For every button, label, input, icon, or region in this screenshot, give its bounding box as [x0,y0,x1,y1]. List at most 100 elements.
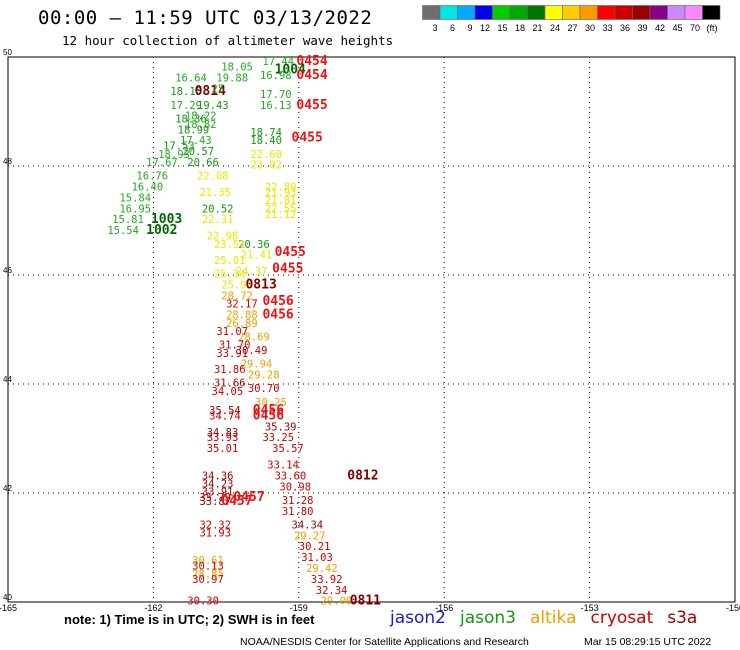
footnote: note: 1) Time is in UTC; 2) SWH is in fe… [64,612,315,627]
pass-time-label: 0454 [296,54,327,69]
pass-time-label: 0456 [253,408,284,423]
color-scale-label: 30 [585,23,595,33]
wave-height-label: 30.97 [192,574,224,586]
wave-height-label: 21.41 [241,250,273,262]
legend-item-cryosat: cryosat [590,608,654,628]
wave-height-label: 19.88 [216,73,248,85]
chart-title: 00:00 – 11:59 UTC 03/13/2022 [38,7,373,29]
wave-height-label: 29.42 [306,563,338,575]
wave-height-label: 20.57 [182,146,214,158]
pass-time-label: 0811 [350,594,381,609]
credit-line: NOAA/NESDIS Center for Satellite Applica… [240,636,529,648]
pass-time-label: 0455 [275,245,306,260]
color-scale-label: 6 [450,23,455,33]
wave-height-label: 30.30 [187,596,219,608]
pass-time-label: 0457 [233,490,264,505]
wave-height-label: 17.44 [262,56,294,68]
wave-height-label: 20.66 [187,157,219,169]
wave-height-label: 22.55 [265,203,297,215]
y-tick-label: 44 [3,375,12,384]
x-tick-label: -150 [726,603,740,613]
wave-height-label: 33.93 [207,432,239,444]
wave-height-label: 35.79 [199,492,231,504]
y-tick-label: 40 [3,593,12,602]
wave-height-label: 15.54 [107,225,139,237]
wave-height-label: 31.28 [282,495,314,507]
pass-time-label: 0813 [245,278,276,293]
wave-height-label: 16.98 [260,70,292,82]
wave-height-label: 28.69 [238,331,270,343]
color-scale-label: 9 [467,23,472,33]
wave-height-label: 16.76 [136,171,168,183]
x-tick-label: -159 [290,603,308,613]
wave-height-label: 31.80 [282,506,314,518]
wave-height-label: 31.07 [216,326,248,338]
wave-height-label: 35.57 [272,443,304,455]
color-scale-label: 33 [602,23,612,33]
wave-height-label: 25 [212,83,225,95]
pass-time-label: 1002 [146,223,177,238]
y-tick-label: 48 [3,157,12,166]
y-tick-label: 50 [3,48,12,57]
x-tick-label: -156 [435,603,453,613]
wave-height-label: 16.13 [260,100,292,112]
color-scale-label: 42 [655,23,665,33]
wave-height-label: 33.60 [275,470,307,482]
pass-time-label: 0814 [195,84,226,99]
wave-height-label: 30.13 [192,560,224,572]
wave-height-label: 18.15 [170,86,202,98]
wave-height-label: 31.03 [301,552,333,564]
wave-height-label: 22.08 [197,171,229,183]
wave-height-label: 18.40 [250,135,282,147]
wave-height-label: 22.89 [265,182,297,194]
wave-height-label: 22.98 [207,231,239,243]
pass-time-label: 0456 [262,308,293,323]
wave-height-label: 22.31 [202,214,234,226]
wave-height-label: 23.02 [250,160,282,172]
wave-height-label: 32.17 [226,299,258,311]
wave-height-label: 24.37 [236,266,268,278]
wave-height-label: 15.84 [119,192,151,204]
wave-height-label: 32.32 [199,519,231,531]
color-scale-label: 18 [515,23,525,33]
wave-height-label: 34.23 [202,479,234,491]
wave-height-label: 22.60 [250,149,282,161]
wave-height-label: 33.14 [267,459,299,471]
color-swatch [702,5,721,20]
pass-time-label: 0812 [347,468,378,483]
wave-height-label: 28.85 [192,568,224,580]
wave-height-label: 31.93 [199,528,231,540]
wave-height-label: 25.01 [214,255,246,267]
wave-height-label: 34.83 [207,427,239,439]
wave-height-label: 32.34 [316,585,348,597]
pass-time-label: 0454 [296,68,327,83]
x-tick-label: -165 [0,603,17,613]
wave-height-label: 33.91 [216,348,248,360]
wave-height-label: 30.61 [192,555,224,567]
wave-height-label: 17.53 [163,141,195,153]
plot-frame [7,56,736,603]
wave-height-label: 31.66 [214,378,246,390]
color-scale-label: 3 [432,23,437,33]
wave-height-label: 16.95 [119,203,151,215]
wave-height-label: 18.05 [221,62,253,74]
wave-height-label: 18.82 [185,119,217,131]
wave-height-label: 16.64 [175,73,207,85]
wave-height-label: 31.70 [219,340,251,352]
x-tick-label: -162 [144,603,162,613]
y-tick-label: 46 [3,266,12,275]
generated-timestamp: Mar 15 08:29:15 UTC 2022 [584,636,712,648]
wave-height-label: 18.22 [185,111,217,123]
wave-height-label: 33.91 [202,487,234,499]
color-scale-label: 70 [690,23,700,33]
wave-height-label: 35.39 [265,421,297,433]
satellite-legend: jason2 jason3 altika cryosat s3a [390,608,711,628]
wave-height-label: 29.28 [248,370,280,382]
color-scale-label: 36 [620,23,630,33]
color-scale-label: 39 [637,23,647,33]
wave-height-label: 18.93 [158,149,190,161]
wave-height-label: 31.86 [214,364,246,376]
wave-height-label: 23.51 [214,239,246,251]
wave-height-label: 30.25 [255,397,287,409]
